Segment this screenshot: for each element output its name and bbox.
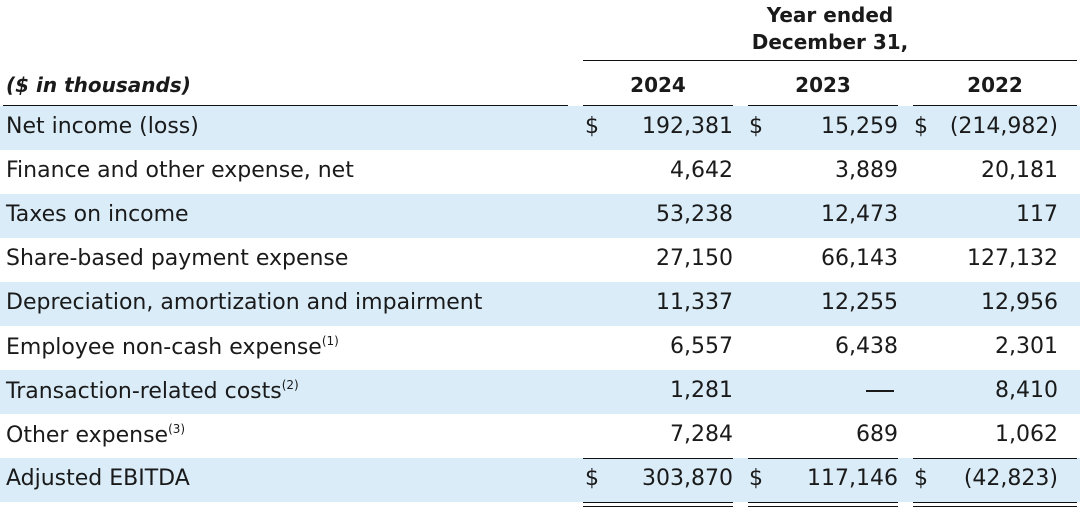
currency-symbol: $ [914, 114, 928, 139]
period-header: Year ended December 31, [740, 2, 920, 56]
currency-symbol: $ [749, 114, 763, 139]
row-label: Taxes on income [6, 202, 189, 227]
row-label: Employee non-cash expense(1) [6, 334, 339, 360]
row-label: Share-based payment expense [6, 246, 348, 271]
row-label-text: Share-based payment expense [6, 246, 349, 271]
year-2024-header: 2024 [630, 73, 686, 97]
table-row: Share-based payment expense 27,150 66,143 1… [0, 238, 1080, 282]
year-2022-header: 2022 [967, 73, 1023, 97]
currency-symbol: $ [585, 466, 599, 491]
period-rule [583, 60, 1077, 61]
cell-value-2024: 11,337 [656, 290, 733, 315]
cell-value-2023: 117,146 [807, 466, 898, 491]
footnote-marker: (1) [321, 334, 339, 348]
cell-value-2023: 12,473 [821, 202, 898, 227]
row-label: Depreciation, amortization and impairmen… [6, 290, 482, 315]
total-rule-2023 [748, 458, 898, 459]
cell-value-2024: 303,870 [642, 466, 733, 491]
cell-value-2023: 15,259 [821, 114, 898, 139]
cell-value-2022: 8,410 [995, 378, 1058, 403]
table-row: Transaction-related costs(2) 1,281 8,410 [0, 370, 1080, 414]
cell-value-2024: 4,642 [670, 158, 733, 183]
table-row: Depreciation, amortization and impairmen… [0, 282, 1080, 326]
row-label-text: Finance and other expense, net [6, 158, 354, 183]
cell-value-2022: 2,301 [995, 334, 1058, 359]
currency-symbol: $ [585, 114, 599, 139]
cell-value-2022: (42,823) [963, 466, 1058, 491]
cell-value-2023 [765, 378, 898, 403]
row-label: Transaction-related costs(2) [6, 378, 299, 404]
cell-value-2022: 1,062 [995, 422, 1058, 447]
table-row: Finance and other expense, net 4,642 3,889… [0, 150, 1080, 194]
em-dash-nil [866, 390, 894, 392]
cell-value-2022: (214,982) [949, 114, 1058, 139]
cell-value-2024: 7,284 [670, 422, 733, 447]
footnote-marker: (2) [281, 378, 299, 392]
cell-value-2023: 12,255 [821, 290, 898, 315]
row-label: Net income (loss) [6, 114, 199, 139]
row-label-text: Adjusted EBITDA [6, 466, 190, 491]
row-label-text: Taxes on income [6, 202, 189, 227]
cell-value-2022: 20,181 [981, 158, 1058, 183]
row-label-text: Depreciation, amortization and impairmen… [6, 290, 483, 315]
currency-symbol: $ [749, 466, 763, 491]
row-label: Other expense(3) [6, 422, 185, 448]
row-label-text: Transaction-related costs [6, 379, 282, 404]
double-rule-2023 [748, 502, 898, 507]
units-label: ($ in thousands) [6, 73, 191, 97]
table-row: Net income (loss) $192,381 $15,259 $ (214,98… [0, 106, 1080, 150]
row-label-text: Employee non-cash expense [6, 335, 322, 360]
cell-value-2022: 12,956 [981, 290, 1058, 315]
table-row: Employee non-cash expense(1) 6,557 6,438 2,… [0, 326, 1080, 370]
double-rule-2022 [913, 502, 1077, 507]
cell-value-2024: 1,281 [670, 378, 733, 403]
cell-value-2023: 689 [856, 422, 898, 447]
row-label: Finance and other expense, net [6, 158, 354, 183]
cell-value-2022: 127,132 [967, 246, 1058, 271]
table-body: Net income (loss) $192,381 $15,259 $ (214,98… [0, 106, 1080, 502]
cell-value-2022: 117 [1016, 202, 1058, 227]
period-line-2: December 31, [751, 30, 909, 54]
total-rule-2024 [583, 458, 733, 459]
cell-value-2024: 27,150 [656, 246, 733, 271]
cell-value-2023: 66,143 [821, 246, 898, 271]
table-row: Other expense(3) 7,284 689 1,062 [0, 414, 1080, 458]
row-label-text: Net income (loss) [6, 114, 199, 139]
table-row: Adjusted EBITDA $303,870 $117,146 $ (42,823) [0, 458, 1080, 502]
cell-value-2024: 6,557 [670, 334, 733, 359]
double-rule-2024 [583, 502, 733, 507]
cell-value-2023: 3,889 [835, 158, 898, 183]
period-line-1: Year ended [766, 3, 894, 27]
currency-symbol: $ [914, 466, 928, 491]
table-row: Taxes on income 53,238 12,473 117 [0, 194, 1080, 238]
footnote-marker: (3) [168, 422, 186, 436]
row-label-text: Other expense [6, 423, 169, 448]
total-rule-2022 [913, 458, 1077, 459]
cell-value-2024: 192,381 [642, 114, 733, 139]
row-label: Adjusted EBITDA [6, 466, 190, 491]
cell-value-2023: 6,438 [835, 334, 898, 359]
cell-value-2024: 53,238 [656, 202, 733, 227]
year-2023-header: 2023 [795, 73, 851, 97]
